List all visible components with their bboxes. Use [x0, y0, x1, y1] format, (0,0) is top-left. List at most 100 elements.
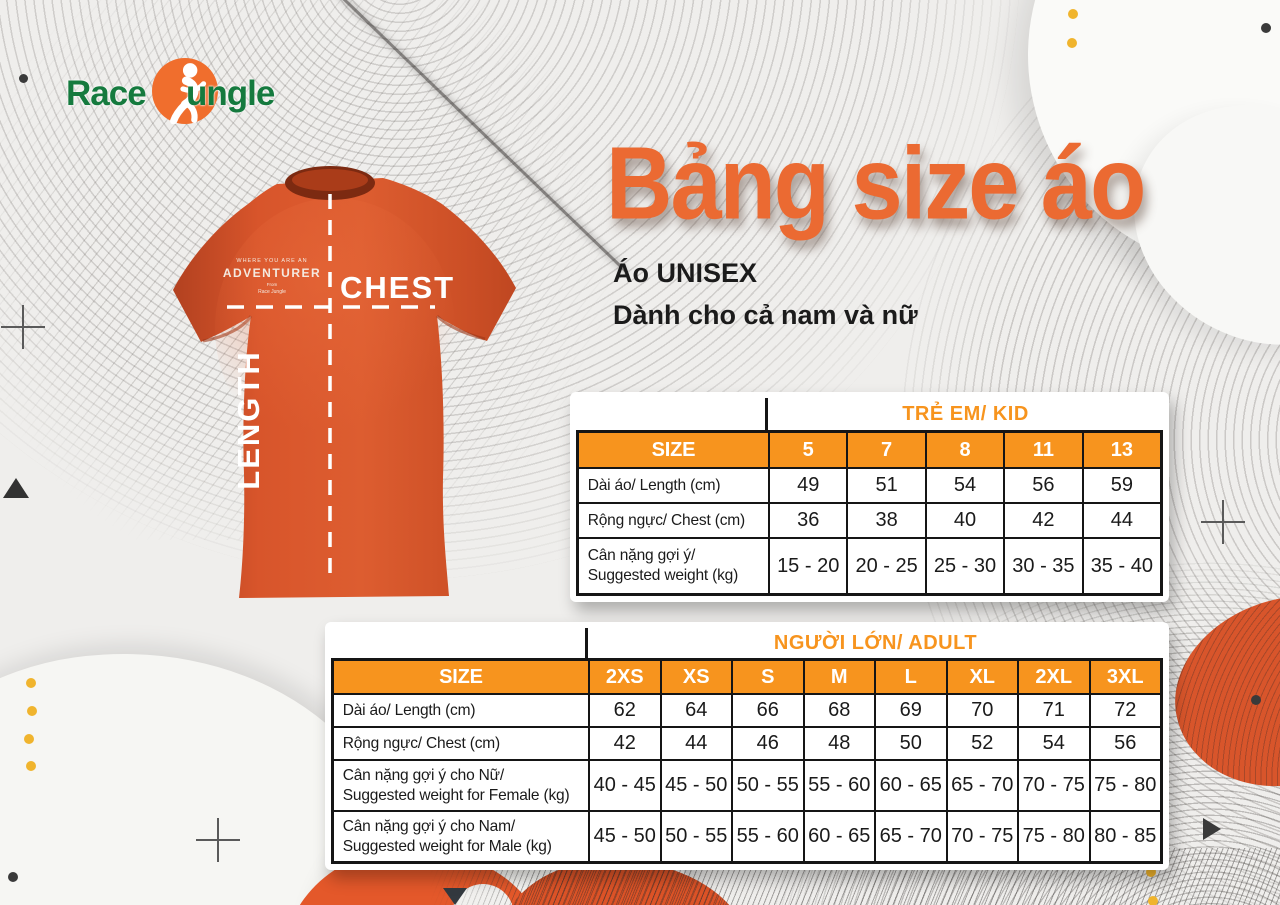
subtitle-unisex: Áo UNISEX — [613, 258, 758, 288]
kid-weight-row: Cân nặng gợi ý/ Suggested weight (kg) 15… — [579, 537, 1160, 593]
logo-text-race: Race — [66, 74, 147, 113]
kid-size-table: TRẺ EM/ KID SIZE 5 7 8 11 13 Dài áo/ Len… — [570, 392, 1169, 602]
white-circle-bottom-decor — [452, 884, 514, 905]
table-cell: 30 - 35 — [1003, 539, 1081, 593]
table-cell: 70 - 75 — [945, 812, 1018, 861]
triangle-up-decor-icon — [3, 478, 29, 498]
svg-text:WHERE YOU ARE AN: WHERE YOU ARE AN — [236, 258, 307, 264]
table-cell: 42 — [1003, 504, 1081, 537]
plus-decor-icon — [196, 818, 240, 862]
yellow-dot-decor — [26, 678, 36, 688]
table-cell: 72 — [1088, 695, 1161, 726]
row-label: Dài áo/ Length (cm) — [587, 476, 721, 494]
tshirt-print: WHERE YOU ARE AN ADVENTURER From Race Ju… — [223, 258, 321, 295]
kid-group-header-row: TRẺ EM/ KID — [576, 398, 1163, 430]
table-cell: 48 — [802, 728, 875, 759]
table-cell: 25 - 30 — [924, 539, 1003, 593]
plus-decor-icon — [1201, 500, 1245, 544]
yellow-dot-decor — [24, 734, 34, 744]
yellow-dot-decor — [26, 761, 36, 771]
orange-blob-right — [1154, 576, 1280, 809]
page-title: Bảng size áo — [606, 126, 1146, 241]
table-cell: 36 — [768, 504, 846, 537]
dark-dot-decor — [1261, 23, 1271, 33]
table-cell: 40 - 45 — [588, 761, 660, 810]
length-label: LENGTH — [231, 350, 266, 489]
table-cell: 71 — [1017, 695, 1089, 726]
table-cell: 54 — [924, 469, 1003, 502]
table-cell: 54 — [1017, 728, 1089, 759]
svg-text:From: From — [267, 282, 278, 287]
yellow-dot-decor — [1067, 38, 1077, 48]
row-label: Cân nặng gợi ý/ Suggested weight (kg) — [587, 547, 739, 584]
adult-male-weight-row: Cân nặng gợi ý cho Nam/ Suggested weight… — [334, 810, 1160, 861]
adult-size-col: 3XL — [1088, 661, 1161, 693]
table-cell: 65 - 70 — [945, 761, 1018, 810]
kid-size-header-row: SIZE 5 7 8 11 13 — [579, 433, 1160, 467]
logo-circle — [152, 58, 218, 125]
adult-group-header-row: NGƯỜI LỚN/ ADULT — [331, 628, 1163, 658]
row-label: Rộng ngực/ Chest (cm) — [342, 734, 500, 752]
adult-size-col: M — [802, 661, 875, 693]
table-cell: 45 - 50 — [588, 812, 660, 861]
table-cell: 50 - 55 — [659, 812, 732, 861]
adult-size-col: XS — [659, 661, 732, 693]
table-cell: 55 - 60 — [802, 761, 875, 810]
table-cell: 70 — [945, 695, 1018, 726]
row-label: Dài áo/ Length (cm) — [342, 701, 476, 719]
yellow-dot-decor — [1148, 896, 1158, 905]
kid-size-col: 7 — [846, 433, 924, 467]
yellow-dot-decor — [1068, 9, 1078, 19]
table-cell: 15 - 20 — [768, 539, 846, 593]
logo-text-jungle: ungle — [186, 74, 275, 113]
race-jungle-logo: Race ungle — [66, 56, 276, 140]
adult-size-col: L — [874, 661, 946, 693]
svg-text:Race Jungle: Race Jungle — [258, 289, 286, 295]
table-cell: 62 — [588, 695, 660, 726]
table-cell: 42 — [588, 728, 660, 759]
table-cell: 46 — [731, 728, 803, 759]
table-cell: 44 — [1081, 504, 1160, 537]
table-cell: 52 — [945, 728, 1018, 759]
table-cell: 40 — [924, 504, 1003, 537]
table-cell: 35 - 40 — [1081, 539, 1160, 593]
adult-size-header: SIZE — [439, 665, 483, 688]
adult-size-col: 2XS — [588, 661, 660, 693]
table-cell: 68 — [802, 695, 875, 726]
table-cell: 75 - 80 — [1017, 812, 1089, 861]
row-label: Cân nặng gợi ý cho Nam/ Suggested weight… — [342, 817, 552, 855]
kid-size-header: SIZE — [651, 438, 696, 461]
table-cell: 50 — [874, 728, 946, 759]
dark-dot-decor — [19, 74, 28, 83]
adult-size-header-row: SIZE 2XS XS S M L XL 2XL 3XL — [334, 661, 1160, 693]
table-cell: 55 - 60 — [731, 812, 803, 861]
adult-chest-row: Rộng ngực/ Chest (cm) 42 44 46 48 50 52 … — [334, 726, 1160, 759]
table-cell: 38 — [846, 504, 924, 537]
row-label: Cân nặng gợi ý cho Nữ/ Suggested weight … — [342, 766, 570, 804]
svg-text:ADVENTURER: ADVENTURER — [223, 266, 321, 280]
table-cell: 49 — [768, 469, 846, 502]
chest-label: CHEST — [340, 270, 455, 305]
kid-corner-cell — [576, 398, 768, 430]
table-cell: 65 - 70 — [874, 812, 946, 861]
row-label: Rộng ngực/ Chest (cm) — [587, 511, 745, 529]
adult-length-row: Dài áo/ Length (cm) 62 64 66 68 69 70 71… — [334, 693, 1160, 726]
triangle-right-decor-icon — [1203, 818, 1221, 840]
table-cell: 80 - 85 — [1088, 812, 1161, 861]
table-cell: 44 — [659, 728, 732, 759]
adult-female-weight-row: Cân nặng gợi ý cho Nữ/ Suggested weight … — [334, 759, 1160, 810]
table-cell: 60 - 65 — [874, 761, 946, 810]
table-cell: 59 — [1081, 469, 1160, 502]
table-cell: 69 — [874, 695, 946, 726]
kid-size-col: 8 — [924, 433, 1003, 467]
table-cell: 56 — [1003, 469, 1081, 502]
table-cell: 60 - 65 — [802, 812, 875, 861]
yellow-dot-decor — [1146, 867, 1156, 877]
dark-dot-decor — [8, 872, 18, 882]
dark-dot-decor — [1251, 695, 1261, 705]
adult-group-header: NGƯỜI LỚN/ ADULT — [773, 631, 978, 654]
adult-size-table: NGƯỜI LỚN/ ADULT SIZE 2XS XS S M L XL 2X… — [325, 622, 1169, 870]
table-cell: 64 — [659, 695, 732, 726]
kid-size-col: 5 — [768, 433, 846, 467]
